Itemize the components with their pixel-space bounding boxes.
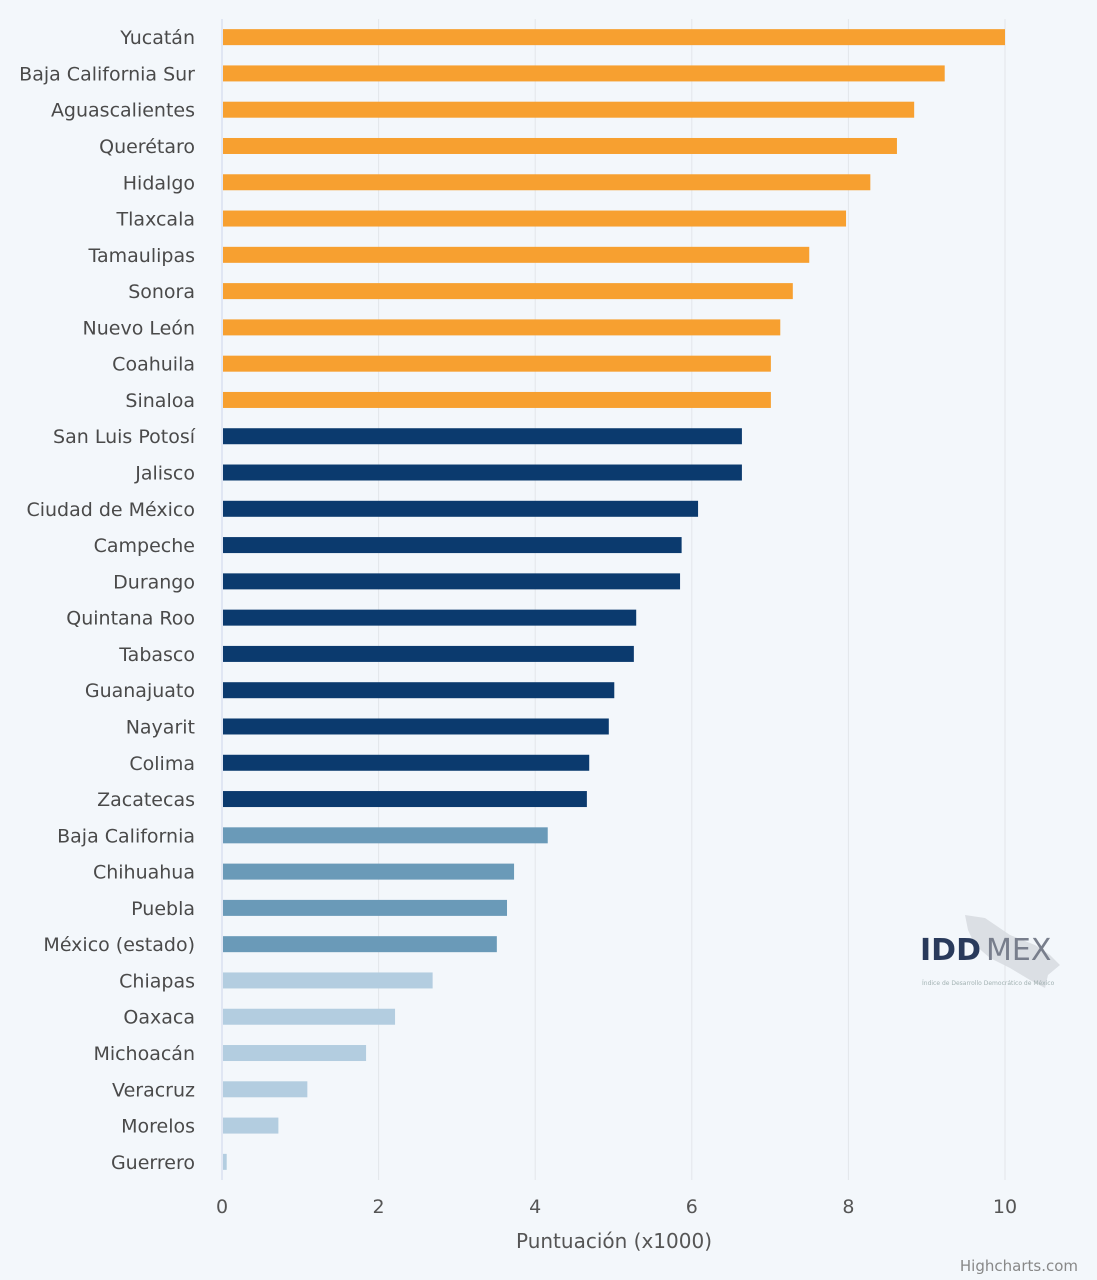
bar[interactable]: [223, 537, 682, 554]
category-label: Campeche: [94, 535, 195, 557]
category-label: Puebla: [131, 898, 195, 920]
category-label: Jalisco: [134, 463, 195, 485]
category-label: Ciudad de México: [26, 499, 195, 521]
bar[interactable]: [223, 101, 915, 118]
bar[interactable]: [223, 246, 810, 263]
x-tick-labels: 0 2 4 6 8 10: [216, 1196, 1017, 1218]
bar[interactable]: [223, 827, 548, 844]
bar[interactable]: [223, 899, 508, 916]
category-label: Tlaxcala: [116, 209, 195, 231]
category-label: Aguascalientes: [51, 100, 195, 122]
bars: [223, 29, 1005, 1170]
category-label: Hidalgo: [123, 172, 195, 194]
category-label: Chiapas: [119, 970, 195, 992]
mexico-map-icon: [965, 915, 1060, 988]
bar[interactable]: [223, 754, 590, 771]
x-tick-label: 6: [686, 1196, 698, 1218]
category-label: Durango: [113, 571, 195, 593]
bar[interactable]: [223, 319, 781, 336]
bar[interactable]: [223, 1081, 308, 1098]
logo-bold-text: IDD: [920, 933, 981, 968]
bar[interactable]: [223, 283, 793, 300]
category-label: Nayarit: [126, 716, 195, 738]
x-tick-label: 4: [529, 1196, 541, 1218]
category-label: Coahuila: [112, 354, 195, 376]
bar[interactable]: [223, 65, 945, 82]
bar[interactable]: [223, 972, 433, 989]
category-labels: Yucatán Baja California Sur Aguascalientes…: [19, 27, 196, 1174]
bar[interactable]: [223, 1153, 227, 1170]
category-label: Morelos: [121, 1116, 195, 1138]
bar[interactable]: [223, 174, 871, 191]
bar[interactable]: [223, 137, 897, 154]
category-label: Guerrero: [111, 1152, 195, 1174]
bar[interactable]: [223, 936, 497, 953]
category-label: Chihuahua: [93, 862, 195, 884]
bar[interactable]: [223, 500, 699, 517]
category-label: Colima: [129, 753, 195, 775]
x-axis-title: Puntuación (x1000): [516, 1229, 712, 1253]
bar[interactable]: [223, 464, 742, 481]
category-label: Tamaulipas: [88, 245, 195, 267]
x-tick-label: 2: [373, 1196, 385, 1218]
category-label: Querétaro: [99, 136, 195, 158]
credits-link[interactable]: Highcharts.com: [960, 1257, 1078, 1275]
category-label: Guanajuato: [85, 680, 195, 702]
bar[interactable]: [223, 863, 515, 880]
bar[interactable]: [223, 718, 609, 735]
bar[interactable]: [223, 210, 847, 227]
x-tick-label: 8: [842, 1196, 854, 1218]
category-label: Yucatán: [119, 27, 195, 49]
category-label: Tabasco: [118, 644, 195, 666]
category-label: Veracruz: [112, 1079, 195, 1101]
bar[interactable]: [223, 1008, 396, 1025]
bar[interactable]: [223, 391, 771, 408]
bar[interactable]: [223, 29, 1005, 46]
category-label: Michoacán: [93, 1043, 195, 1065]
category-label: Zacatecas: [97, 789, 195, 811]
bar[interactable]: [223, 573, 681, 590]
bar[interactable]: [223, 682, 615, 699]
category-label: Baja California: [57, 825, 195, 847]
bar[interactable]: [223, 428, 742, 445]
logo-light-text: MEX: [986, 933, 1051, 968]
iddmex-logo: IDD MEX Índice de Desarrollo Democrático…: [920, 915, 1060, 988]
category-label: Quintana Roo: [66, 608, 195, 630]
bar[interactable]: [223, 609, 637, 626]
bar[interactable]: [223, 1045, 367, 1062]
category-label: Sinaloa: [125, 390, 195, 412]
category-label: Sonora: [128, 281, 195, 303]
x-tick-label: 10: [993, 1196, 1017, 1218]
category-label: México (estado): [43, 934, 195, 956]
gridlines: [221, 19, 1006, 1180]
category-label: Oaxaca: [123, 1007, 195, 1029]
category-label: San Luis Potosí: [53, 426, 196, 448]
bar[interactable]: [223, 1117, 279, 1134]
bar[interactable]: [223, 645, 634, 662]
category-label: Baja California Sur: [19, 63, 195, 85]
category-label: Nuevo León: [83, 317, 195, 339]
x-tick-label: 0: [216, 1196, 228, 1218]
bar[interactable]: [223, 791, 587, 808]
bar[interactable]: [223, 355, 771, 372]
logo-subtitle: Índice de Desarrollo Democrático de Méxi…: [922, 980, 1055, 987]
